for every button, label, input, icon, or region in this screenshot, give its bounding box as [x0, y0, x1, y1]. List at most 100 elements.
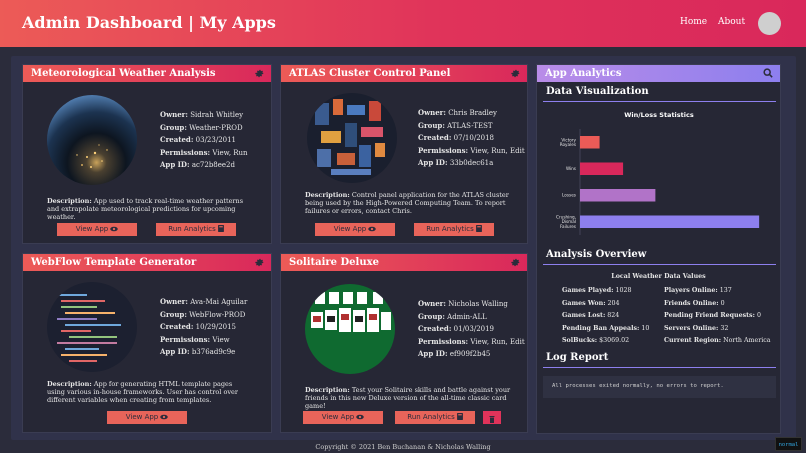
card-header: ATLAS Cluster Control Panel: [281, 65, 527, 82]
permissions-value: View, Run, Edit: [470, 337, 525, 346]
permissions-value: View: [212, 335, 230, 344]
run-analytics-button[interactable]: Run Analytics: [414, 223, 494, 236]
overview-right-column: Players Online: 137 Friends Online: 0 Pe…: [664, 285, 771, 348]
view-app-label: View App: [321, 413, 355, 421]
code-editor-image: [57, 294, 121, 362]
win-loss-chart-svg: Win/Loss Statistics Victory Royales Wins Lo…: [556, 111, 760, 235]
trash-icon: [489, 416, 495, 423]
created-label: Created:: [418, 324, 452, 333]
app-meta: Owner: Nicholas Walling Group: Admin-ALL…: [418, 298, 525, 361]
app-description: Description: Test your Solitaire skills …: [305, 386, 515, 410]
view-app-label: View App: [75, 225, 109, 233]
created-value: 07/10/2018: [453, 134, 495, 142]
app-description: Description: App used to track real-time…: [47, 197, 252, 221]
analysis-overview-heading: Analysis Overview: [546, 249, 647, 260]
user-avatar[interactable]: [758, 12, 781, 35]
stat-value: 0: [720, 299, 725, 307]
nav-about-link[interactable]: About: [718, 17, 746, 27]
gear-icon[interactable]: [510, 257, 521, 268]
run-analytics-label: Run Analytics: [407, 413, 455, 421]
win-loss-chart: Win/Loss Statistics Victory Royales Wins Lo…: [545, 103, 773, 243]
chart-category-label: Crushing, Dismal Failures: [556, 214, 576, 229]
app-id-label: App ID:: [160, 347, 190, 356]
app-id-label: App ID:: [418, 158, 448, 167]
app-meta: Owner: Sidrah Whitley Group: Weather-PRO…: [160, 109, 248, 172]
view-app-button[interactable]: View App: [315, 223, 395, 236]
page-title: Admin Dashboard | My Apps: [22, 13, 276, 32]
app-meta: Owner: Ava-Mai Aguilar Group: WebFlow-PR…: [160, 296, 247, 359]
stat-value: 10: [641, 324, 650, 332]
stat-value: 824: [607, 312, 620, 319]
group-value: ATLAS-TEST: [447, 121, 493, 130]
app-card-solitaire: Solitaire Deluxe Owner: Nicholas Walling…: [280, 253, 528, 433]
playing-cards-image: [311, 292, 391, 332]
delete-app-button[interactable]: [483, 411, 501, 424]
stat-value: North America: [723, 337, 771, 344]
chart-bar: [580, 136, 600, 149]
created-label: Created:: [160, 322, 194, 331]
card-title: WebFlow Template Generator: [31, 257, 197, 268]
gear-icon[interactable]: [254, 257, 265, 268]
view-app-button[interactable]: View App: [57, 223, 137, 236]
calculator-icon: [217, 225, 224, 232]
stat-value: $3069.02: [599, 337, 630, 344]
app-thumbnail-solitaire-image: [305, 284, 395, 374]
nav-home-link[interactable]: Home: [680, 17, 708, 27]
card-header: Solitaire Deluxe: [281, 254, 527, 271]
view-app-label: View App: [125, 413, 159, 421]
gear-icon[interactable]: [510, 68, 521, 79]
run-analytics-button[interactable]: Run Analytics: [395, 411, 475, 424]
overview-left-column: Games Played: 1028 Games Won: 204 Games …: [562, 285, 649, 348]
run-analytics-button[interactable]: Run Analytics: [156, 223, 236, 236]
divider: [543, 264, 776, 265]
eye-icon: [160, 414, 168, 420]
app-id-value: 33b0dec61a: [449, 159, 494, 167]
group-label: Group:: [418, 120, 445, 130]
mode-indicator: normal: [775, 437, 802, 451]
search-icon[interactable]: [763, 68, 773, 78]
view-app-button[interactable]: View App: [107, 411, 187, 424]
description-text: App for generating HTML template pages u…: [47, 380, 238, 404]
top-header: Admin Dashboard | My Apps Home About: [0, 0, 806, 47]
permissions-label: Permissions:: [160, 334, 211, 344]
gear-icon[interactable]: [254, 68, 265, 79]
owner-label: Owner:: [160, 297, 188, 306]
permissions-value: View, Run: [212, 148, 248, 157]
app-card-weather: Meteorological Weather Analysis Owner: S…: [22, 64, 272, 244]
group-label: Group:: [160, 309, 187, 319]
run-analytics-label: Run Analytics: [168, 225, 216, 233]
app-thumbnail-circuit-image: [307, 93, 397, 183]
group-value: Admin-ALL: [447, 312, 487, 321]
stat-label: Friends Online:: [664, 299, 719, 307]
chart-bar: [580, 215, 760, 228]
view-app-button[interactable]: View App: [303, 411, 383, 424]
app-analytics-panel: App Analytics Data Visualization Win/Los…: [536, 64, 781, 434]
log-report-heading: Log Report: [546, 352, 609, 363]
chart-bar: [580, 162, 624, 175]
stat-label: Games Won:: [562, 299, 606, 307]
footer-copyright: Copyright © 2021 Ben Buchanan & Nicholas…: [315, 443, 491, 451]
run-analytics-label: Run Analytics: [426, 225, 474, 233]
owner-value: Nicholas Walling: [448, 300, 508, 308]
description-text: Test your Solitaire skills and battle ag…: [305, 386, 511, 410]
circuit-board-image: [315, 99, 385, 175]
card-header: Meteorological Weather Analysis: [23, 65, 271, 82]
owner-label: Owner:: [418, 299, 446, 308]
log-output: All processes exited normally, no errors…: [543, 376, 776, 398]
description-text: Control panel application for the ATLAS …: [305, 191, 509, 215]
stat-value: 0: [756, 312, 761, 319]
app-id-value: ac72b8ee2d: [191, 161, 235, 169]
analytics-title: App Analytics: [545, 68, 622, 79]
chart-bars: Victory Royales Wins Losses Crushing, Dismal F…: [556, 136, 760, 229]
app-thumbnail-code-image: [47, 282, 137, 372]
chart-category-label: Wins: [566, 166, 576, 171]
description-label: Description:: [305, 191, 350, 199]
owner-label: Owner:: [418, 108, 446, 117]
stat-value: 1028: [615, 287, 632, 294]
chart-category-label: Victory Royales: [560, 137, 577, 147]
card-title: ATLAS Cluster Control Panel: [289, 68, 451, 79]
stat-value: 137: [719, 287, 732, 294]
app-card-atlas: ATLAS Cluster Control Panel Owner: Chris…: [280, 64, 528, 244]
app-thumbnail-earth-image: [47, 95, 137, 185]
stat-value: 204: [607, 299, 620, 307]
